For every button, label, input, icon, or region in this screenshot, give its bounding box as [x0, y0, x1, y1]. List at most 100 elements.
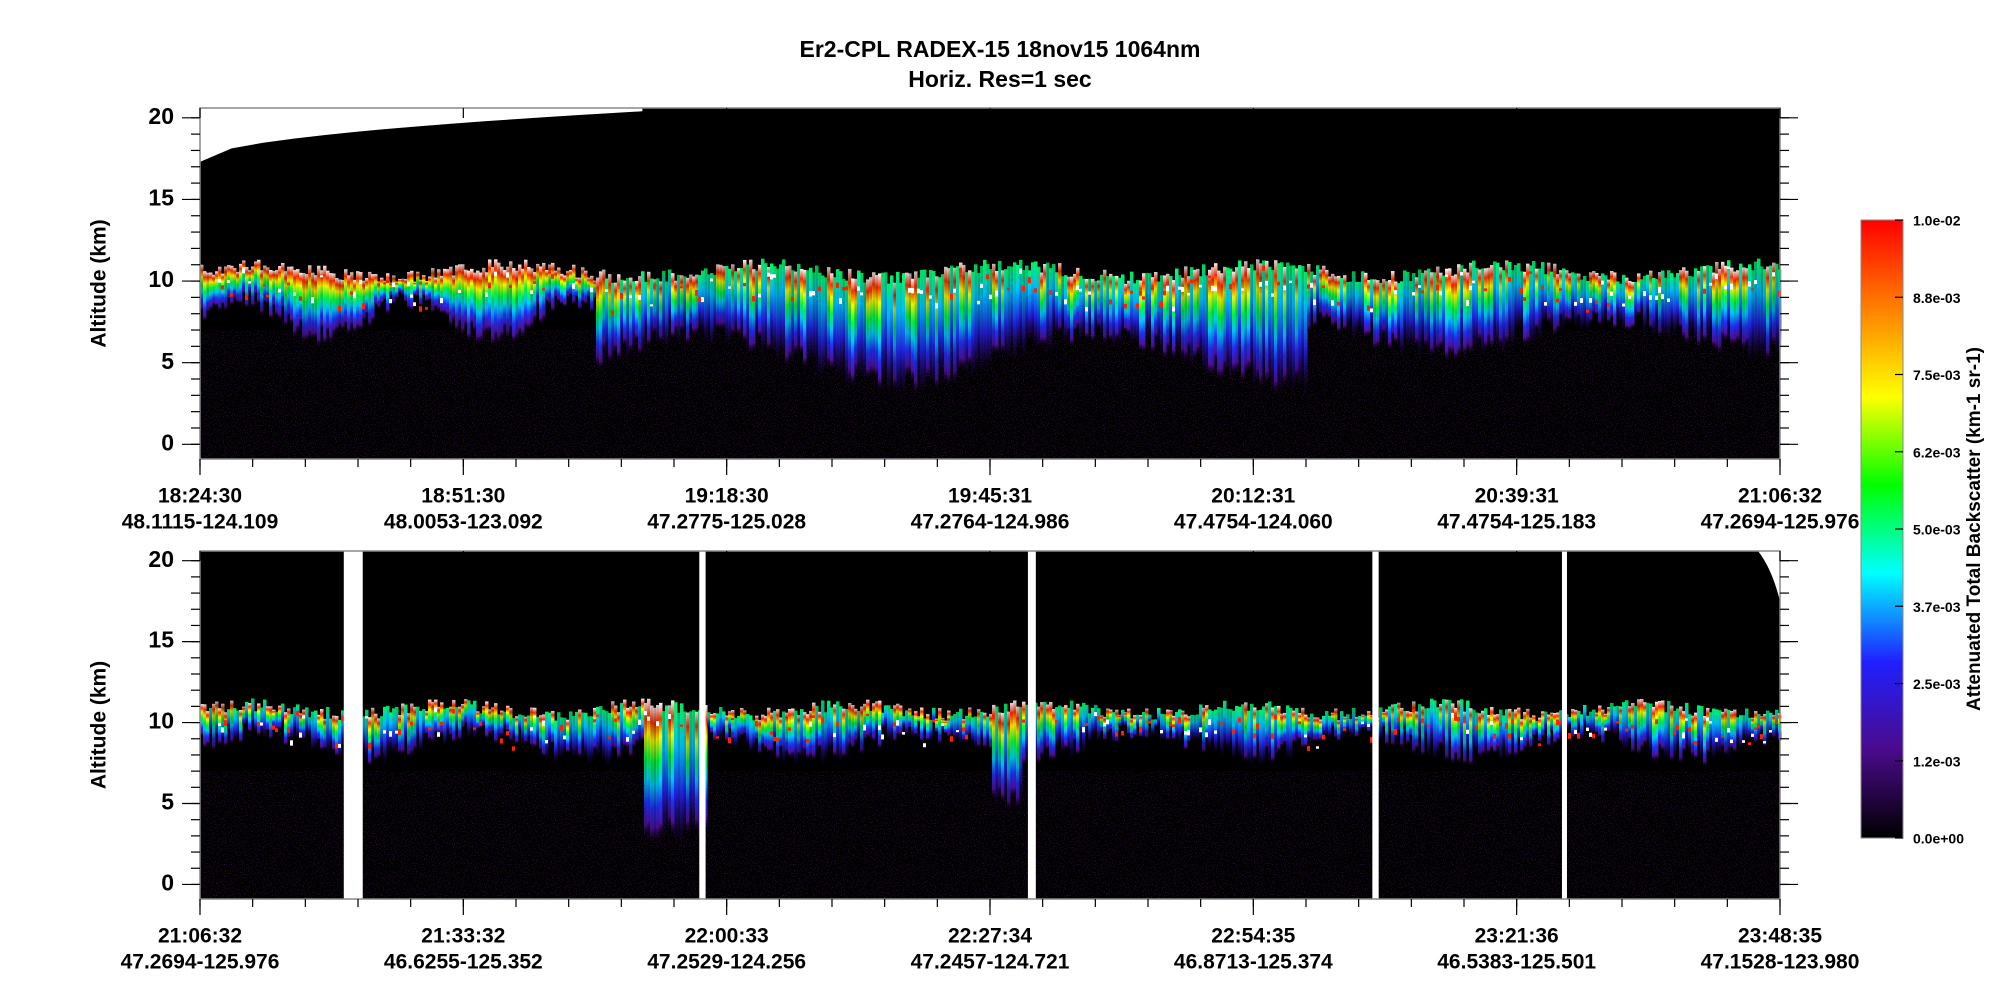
backscatter-column: [731, 264, 735, 336]
backscatter-column: [791, 270, 795, 364]
backscatter-column: [860, 706, 864, 755]
colorbar-tick-label: 5.0e-03: [1913, 522, 1961, 538]
backscatter-column: [509, 708, 513, 742]
backscatter-speck: [1466, 729, 1469, 734]
backscatter-column: [1643, 275, 1647, 334]
backscatter-speck: [311, 297, 314, 304]
backscatter-column: [995, 271, 999, 354]
backscatter-column: [563, 275, 567, 307]
backscatter-column: [278, 266, 282, 320]
backscatter-column: [545, 269, 549, 303]
backscatter-column: [740, 708, 744, 736]
backscatter-column: [869, 710, 873, 741]
backscatter-column: [1613, 706, 1617, 736]
backscatter-column: [1526, 263, 1530, 344]
backscatter-column: [1502, 270, 1506, 353]
backscatter-speck: [680, 286, 683, 289]
backscatter-column: [806, 270, 810, 364]
backscatter-column: [677, 274, 681, 346]
backscatter-speck: [1274, 714, 1277, 720]
backscatter-speck: [1658, 287, 1661, 293]
backscatter-column: [1091, 278, 1095, 342]
y-axis-label: Altitude (km): [88, 219, 111, 347]
backscatter-column: [482, 267, 486, 336]
backscatter-column: [422, 709, 426, 740]
backscatter-speck: [935, 303, 938, 309]
backscatter-column: [977, 272, 981, 362]
backscatter-column: [1208, 709, 1212, 749]
backscatter-speck: [1076, 285, 1079, 291]
backscatter-column: [1523, 712, 1527, 749]
backscatter-column: [1469, 708, 1473, 766]
backscatter-speck: [809, 291, 812, 297]
backscatter-column: [1541, 711, 1545, 738]
backscatter-column: [1736, 270, 1740, 343]
backscatter-column: [1259, 709, 1263, 766]
backscatter-speck: [950, 736, 953, 742]
backscatter-column: [779, 264, 783, 353]
backscatter-column: [1517, 707, 1521, 741]
backscatter-column: [419, 279, 423, 307]
backscatter-column: [1511, 270, 1515, 349]
backscatter-column: [539, 715, 543, 751]
backscatter-column: [728, 268, 732, 343]
backscatter-column: [1016, 264, 1020, 351]
backscatter-column: [1073, 709, 1077, 742]
backscatter-speck: [1055, 292, 1058, 296]
backscatter-column: [674, 280, 678, 331]
backscatter-column: [1352, 707, 1356, 739]
backscatter-column: [1388, 706, 1392, 733]
backscatter-speck: [1622, 303, 1625, 307]
backscatter-column: [1613, 272, 1617, 330]
backscatter-column: [1358, 281, 1362, 329]
backscatter-column: [1754, 711, 1758, 743]
backscatter-speck: [653, 285, 656, 289]
backscatter-column: [605, 278, 609, 355]
backscatter-column: [1313, 717, 1317, 741]
backscatter-column: [743, 259, 747, 343]
backscatter-speck: [1214, 286, 1217, 292]
backscatter-speck: [593, 719, 596, 723]
backscatter-column: [1364, 272, 1368, 338]
backscatter-column: [899, 705, 903, 736]
backscatter-column: [1715, 709, 1719, 754]
backscatter-column: [467, 700, 471, 739]
backscatter-speck: [1019, 268, 1022, 274]
backscatter-column: [1583, 704, 1587, 727]
backscatter-column: [524, 259, 528, 330]
backscatter-column: [1643, 702, 1647, 745]
backscatter-speck: [1667, 298, 1670, 303]
backscatter-column: [1067, 276, 1071, 333]
x-tick-time: 21:06:32: [1738, 485, 1822, 508]
backscatter-column: [1199, 704, 1203, 740]
backscatter-speck: [1541, 285, 1544, 290]
backscatter-column: [1697, 271, 1701, 348]
backscatter-column: [1160, 713, 1164, 741]
backscatter-column: [1148, 273, 1152, 339]
backscatter-column: [503, 711, 507, 730]
backscatter-column: [1478, 269, 1482, 341]
backscatter-column: [1145, 708, 1149, 739]
backscatter-speck: [755, 721, 758, 727]
backscatter-column: [809, 710, 813, 758]
backscatter-speck: [1034, 288, 1037, 293]
backscatter-column: [320, 709, 324, 751]
backscatter-column: [1139, 715, 1143, 738]
backscatter-column: [1118, 714, 1122, 727]
backscatter-column: [1370, 715, 1374, 727]
backscatter-speck: [1694, 741, 1697, 745]
backscatter-speck: [506, 272, 509, 278]
backscatter-speck: [221, 285, 224, 290]
backscatter-column: [1529, 717, 1533, 749]
backscatter-column: [1733, 709, 1737, 753]
backscatter-speck: [857, 286, 860, 291]
backscatter-column: [1604, 275, 1608, 317]
colorbar-tick-label: 8.8e-03: [1913, 290, 1961, 306]
backscatter-column: [626, 707, 630, 749]
backscatter-column: [956, 711, 960, 741]
backscatter-speck: [1508, 733, 1511, 739]
backscatter-speck: [1604, 727, 1607, 731]
backscatter-speck: [1460, 272, 1463, 276]
backscatter-speck: [494, 271, 497, 277]
backscatter-column: [1187, 276, 1191, 350]
